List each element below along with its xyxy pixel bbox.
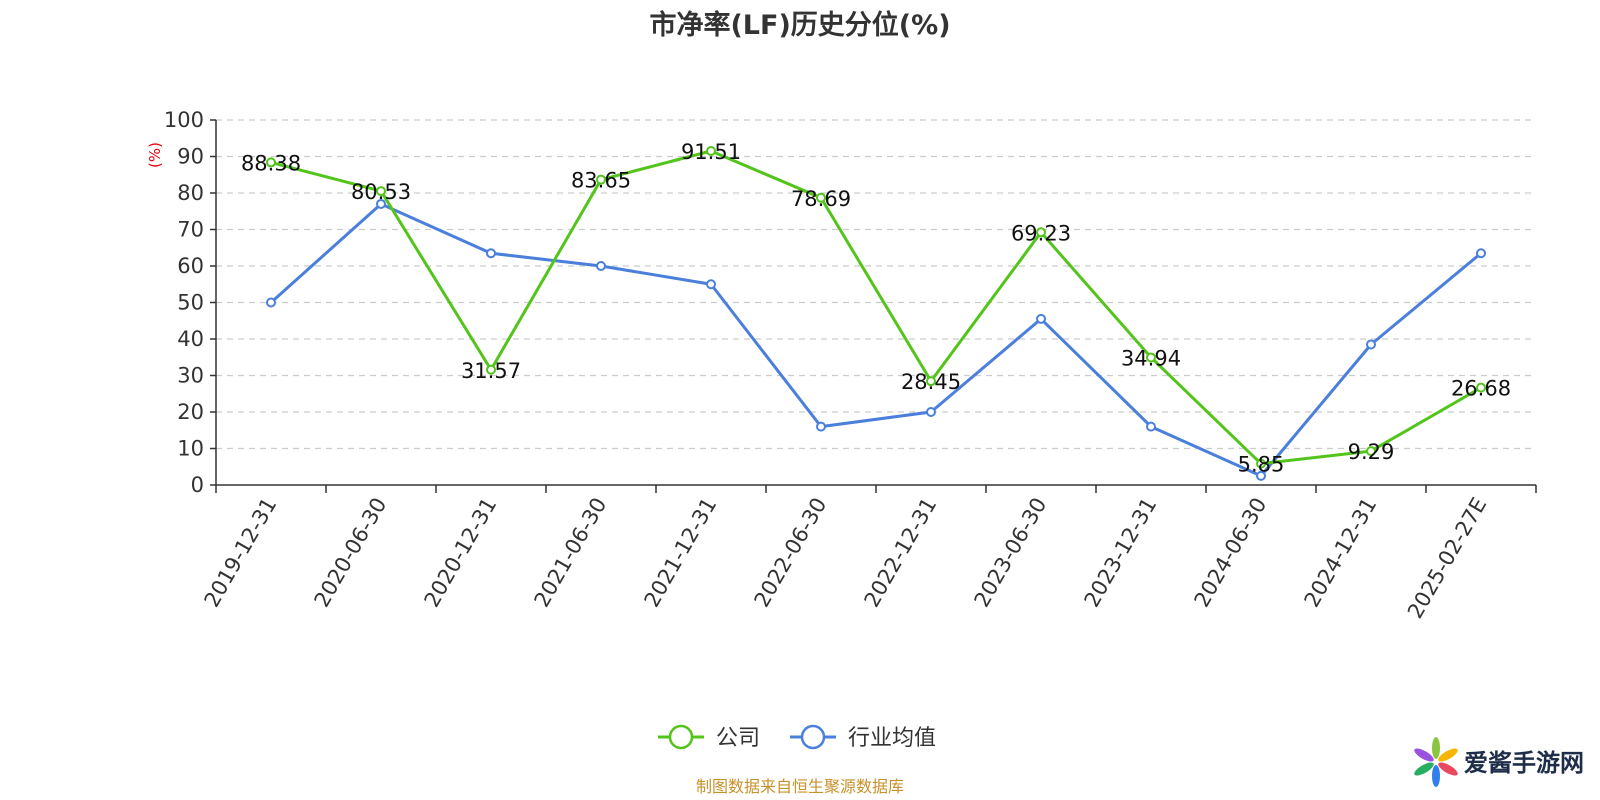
data-point: [1036, 227, 1046, 238]
x-tick-label: 2024-12-31: [1300, 494, 1382, 612]
x-tick-label: 2021-12-31: [640, 494, 722, 612]
data-point: [266, 157, 276, 168]
x-tick-label: 2023-12-31: [1080, 494, 1162, 612]
data-label: 26.68: [1451, 377, 1511, 401]
data-label: 31.57: [461, 359, 521, 383]
x-tick-label: 2021-06-30: [530, 494, 612, 612]
legend[interactable]: 公司 行业均值: [658, 724, 936, 751]
data-point: [926, 376, 936, 387]
data-point: [706, 145, 716, 156]
y-tick-label: 80: [177, 181, 204, 205]
data-point: [486, 248, 496, 259]
data-point: [486, 364, 496, 375]
y-tick-label: 30: [177, 364, 204, 388]
y-tick-label: 100: [164, 108, 204, 132]
y-axis-unit-label: (%): [146, 142, 164, 168]
data-point: [1036, 313, 1046, 324]
data-point: [1476, 382, 1486, 393]
data-labels-layer: 88.38 80.53 31.57 83.65 91.51 78.69 28.45 69.23…: [241, 140, 1511, 477]
data-label: 78.69: [791, 187, 851, 211]
data-label: 34.94: [1121, 346, 1181, 370]
y-tick-label: 40: [177, 327, 204, 351]
x-tick-label: 2022-06-30: [750, 494, 832, 612]
legend-item-company[interactable]: 公司: [658, 724, 760, 751]
y-tick-label: 20: [177, 400, 204, 424]
y-tick-label: 10: [177, 437, 204, 461]
data-point: [1366, 339, 1376, 350]
watermark-logo-icon: [1414, 737, 1458, 787]
grid-lines: [216, 119, 1536, 450]
watermark: 爱酱手游网: [1414, 737, 1584, 787]
data-label: 88.38: [241, 151, 301, 175]
data-source-note: 制图数据来自恒生聚源数据库: [696, 777, 904, 796]
y-tick-label: 0: [191, 473, 204, 497]
y-tick-label: 70: [177, 218, 204, 242]
data-point: [816, 421, 826, 432]
data-point: [1146, 421, 1156, 432]
chart-title: 市净率(LF)历史分位(%): [649, 9, 950, 41]
data-label: 9.29: [1348, 440, 1395, 464]
data-label: 5.85: [1238, 453, 1285, 477]
legend-circle-icon: [668, 724, 694, 750]
legend-circle-icon: [800, 724, 826, 750]
y-tick-label: 90: [177, 145, 204, 169]
data-point: [376, 186, 386, 197]
x-tick-label: 2022-12-31: [860, 494, 942, 612]
data-point: [706, 279, 716, 290]
data-label: 28.45: [901, 370, 961, 394]
data-point: [1256, 458, 1266, 469]
x-tick-label: 2024-06-30: [1190, 494, 1272, 612]
x-tick-label: 2023-06-30: [970, 494, 1052, 612]
data-point: [926, 407, 936, 417]
data-point: [596, 174, 606, 185]
legend-item-industry-average[interactable]: 行业均值: [790, 724, 936, 751]
legend-label: 行业均值: [848, 726, 936, 751]
x-tick-label: 2020-06-30: [310, 494, 392, 612]
legend-label: 公司: [716, 726, 760, 751]
series-line-company: [270, 149, 1482, 466]
x-tick-label: 2019-12-31: [200, 494, 282, 612]
data-point: [596, 261, 606, 271]
data-point: [816, 192, 826, 203]
data-label: 69.23: [1011, 221, 1071, 245]
data-point: [376, 198, 386, 209]
y-tick-label: 50: [177, 291, 204, 315]
x-tick-label: 2020-12-31: [420, 494, 502, 612]
data-point: [1146, 352, 1156, 363]
data-label: 91.51: [681, 140, 741, 164]
data-point: [266, 297, 276, 308]
data-point: [1476, 248, 1486, 259]
data-label: 80.53: [351, 180, 411, 204]
x-tick-label: 2025-02-27E: [1403, 494, 1491, 623]
series-layer: [266, 145, 1486, 481]
data-label: 83.65: [571, 169, 631, 193]
watermark-text: 爱酱手游网: [1464, 749, 1584, 777]
y-tick-label: 60: [177, 254, 204, 278]
data-point: [1256, 470, 1266, 481]
series-line-industry-average: [269, 202, 1482, 478]
data-point: [1366, 446, 1376, 457]
